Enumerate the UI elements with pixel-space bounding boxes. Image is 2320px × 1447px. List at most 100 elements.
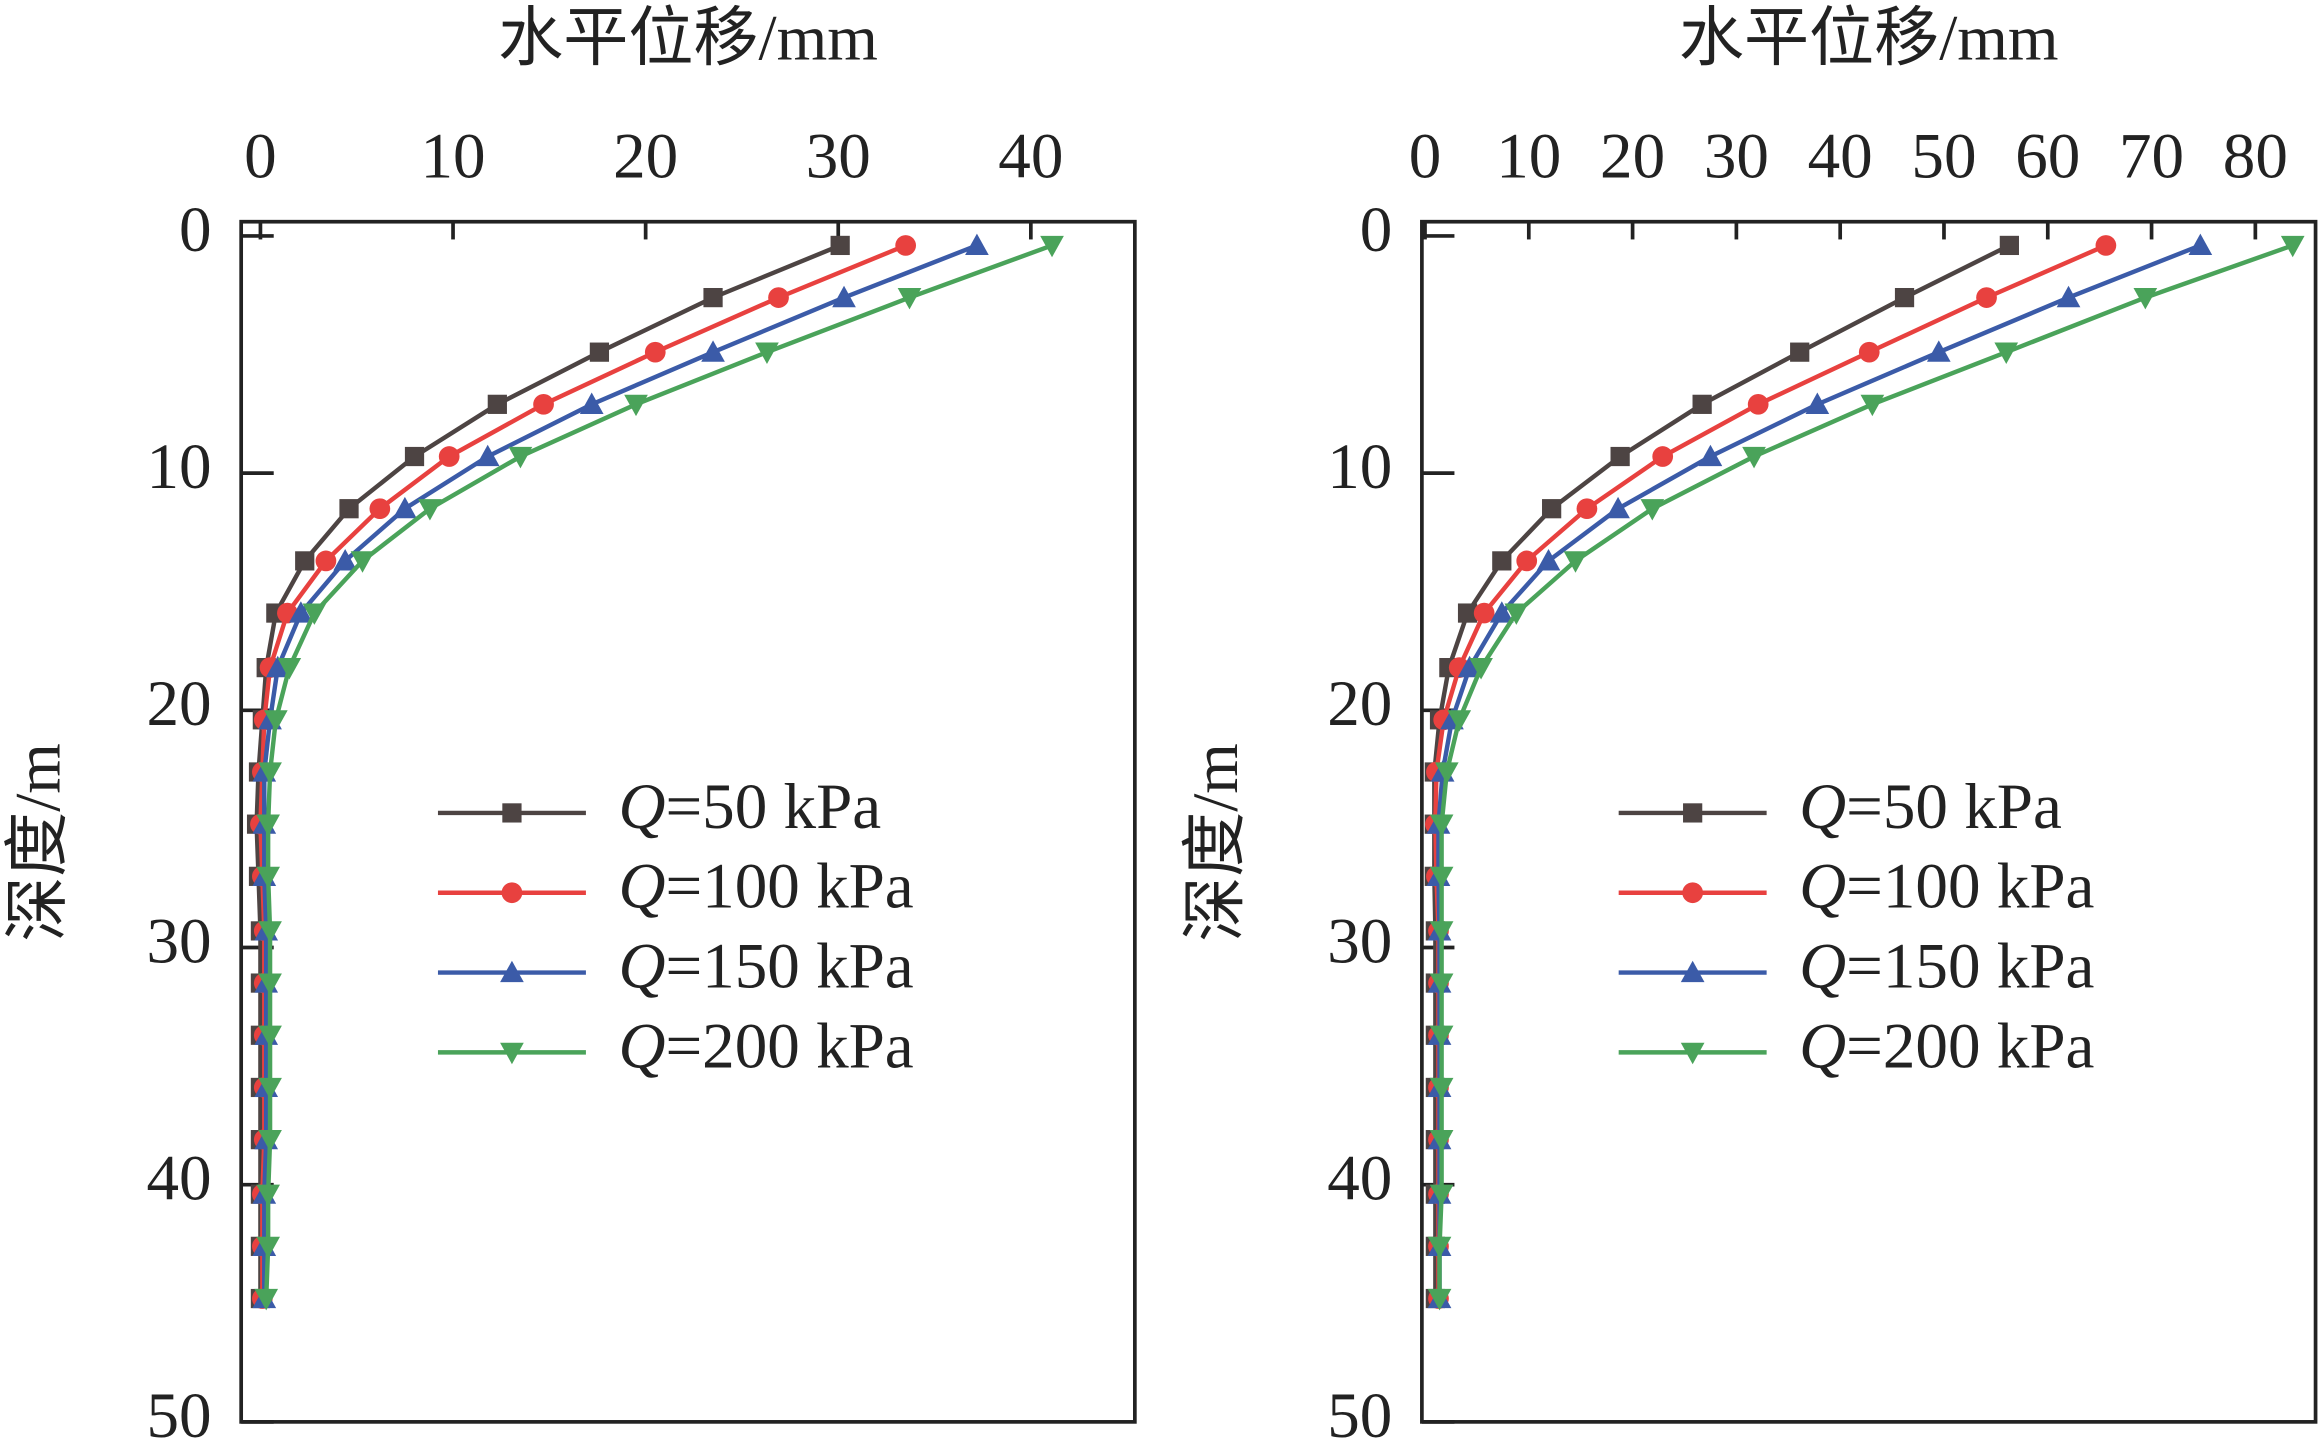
marker (1860, 394, 1885, 417)
marker (500, 1042, 524, 1065)
marker (315, 550, 337, 572)
marker (1489, 601, 1514, 623)
marker (289, 601, 313, 623)
plot-frame (1420, 219, 2318, 1424)
marker (277, 658, 302, 680)
legend-label-rest: =150 kPa (1846, 931, 2094, 1003)
x-tick-label: 10 (1496, 121, 1561, 193)
marker (2056, 285, 2081, 308)
x-tick-label: 20 (613, 121, 678, 193)
marker (644, 341, 666, 363)
x-tick-label: 30 (1704, 121, 1769, 193)
y-tick-label: 10 (1327, 431, 1392, 503)
marker (369, 498, 391, 520)
y-tick-label: 10 (147, 431, 212, 503)
marker (897, 287, 922, 310)
marker (1427, 1236, 1452, 1259)
marker (256, 1236, 280, 1259)
legend-label-italic: Q (1799, 771, 1846, 843)
marker (258, 1130, 282, 1152)
marker (1683, 803, 1703, 823)
marker (1994, 342, 2019, 364)
legend-label-rest: =200 kPa (665, 1010, 913, 1082)
y-tick-label: 40 (147, 1143, 212, 1215)
marker (350, 551, 375, 573)
marker (1682, 882, 1704, 904)
marker (1894, 287, 1915, 308)
marker (1680, 1042, 1705, 1065)
legend-label-rest: =150 kPa (665, 931, 913, 1003)
legend-label-italic: Q (618, 851, 665, 923)
marker (1858, 341, 1880, 363)
marker (1457, 603, 1478, 623)
marker (1536, 549, 1561, 571)
marker (265, 655, 290, 678)
marker (624, 394, 648, 417)
legend-label: Q=150 kPa (618, 931, 913, 1003)
marker (830, 235, 850, 256)
x-tick-label: 70 (2119, 121, 2184, 193)
x-tick-label: 40 (1808, 121, 1873, 193)
marker (1640, 499, 1665, 521)
marker (1610, 446, 1630, 467)
y-tick-label: 30 (147, 905, 212, 977)
marker (1429, 1025, 1454, 1048)
marker (258, 1077, 282, 1100)
marker (502, 803, 522, 823)
legend-label-rest: =200 kPa (1846, 1010, 2094, 1082)
marker (1790, 342, 1810, 362)
x-tick-label: 80 (2223, 121, 2288, 193)
marker (258, 762, 282, 784)
x-tick-label: 0 (244, 121, 277, 193)
marker (1429, 1077, 1454, 1100)
marker (258, 1025, 282, 1048)
legend-label: Q=200 kPa (618, 1010, 913, 1082)
marker (1698, 444, 1723, 467)
marker (1563, 551, 1588, 573)
marker (2188, 233, 2213, 256)
marker (1576, 498, 1598, 520)
marker (2133, 287, 2158, 310)
marker (333, 549, 358, 571)
marker (487, 394, 507, 414)
legend-label-italic: Q (1799, 931, 1846, 1003)
marker (339, 499, 359, 519)
marker (1747, 393, 1769, 415)
marker (418, 499, 442, 521)
x-tick-label: 30 (806, 121, 871, 193)
marker (295, 551, 315, 571)
legend-label-rest: =100 kPa (665, 851, 913, 923)
marker (832, 285, 856, 308)
x-tick-label: 20 (1600, 121, 1665, 193)
marker (256, 866, 280, 889)
legend-label-italic: Q (618, 771, 665, 843)
marker (589, 342, 610, 362)
marker (1427, 1288, 1452, 1311)
y-tick-label: 20 (1327, 668, 1392, 740)
x-tick-label: 40 (998, 121, 1063, 193)
x-axis-title: 水平位移/mm (1679, 2, 2059, 74)
marker (965, 233, 989, 256)
marker (533, 393, 554, 415)
marker (1516, 550, 1538, 572)
legend-label: Q=200 kPa (1799, 1010, 2094, 1082)
y-tick-label: 20 (147, 668, 212, 740)
marker (1469, 658, 1493, 680)
marker (438, 446, 460, 467)
legend-label: Q=100 kPa (618, 851, 913, 923)
y-tick-label: 0 (1360, 194, 1393, 266)
marker (1805, 392, 1830, 414)
marker (256, 814, 280, 836)
legend-label: Q=150 kPa (1799, 931, 2094, 1003)
marker (1429, 1184, 1454, 1206)
marker (404, 446, 425, 467)
marker (1692, 394, 1712, 414)
y-axis-title: 深度/m (1180, 743, 1252, 942)
plot-frame (239, 219, 1137, 1424)
legend-label: Q=50 kPa (1799, 771, 2062, 843)
marker (1680, 960, 1705, 983)
y-tick-label: 0 (179, 194, 212, 266)
marker (508, 446, 533, 469)
marker (768, 287, 789, 308)
marker (254, 1288, 279, 1311)
